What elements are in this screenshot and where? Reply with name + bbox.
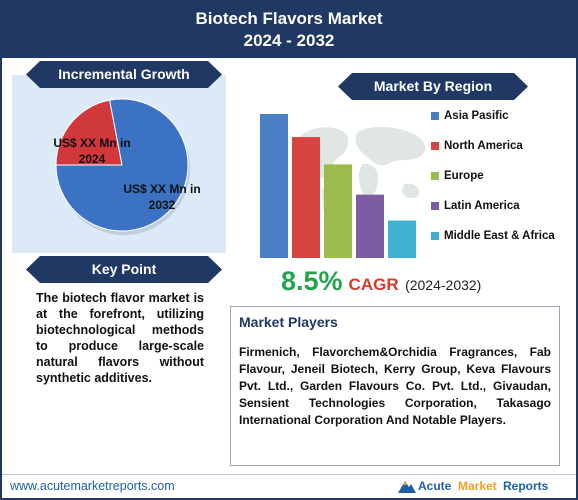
market-players-list: Firmenich, Flavorchem&Orchidia Fragrance… (239, 345, 551, 427)
bar-middle-east-africa (388, 220, 416, 258)
bar-asia-pasific (260, 114, 288, 258)
market-players-box: Market Players Firmenich, Flavorchem&Orc… (230, 306, 560, 466)
footer-website-link[interactable]: www.acutemarketreports.com (10, 479, 175, 493)
market-by-region-ribbon: Market By Region (338, 73, 528, 100)
header-banner: Biotech Flavors Market 2024 - 2032 (2, 2, 576, 58)
legend-label: Latin America (444, 200, 520, 212)
brand-market-text: Market (458, 479, 497, 493)
legend-swatch (431, 202, 439, 210)
cagr-years: (2024-2032) (405, 277, 482, 293)
cagr-value: 8.5% (281, 266, 343, 296)
legend-label: Middle East & Africa (444, 230, 555, 242)
brand-acute-text: Acute (418, 479, 452, 493)
bar-north-america (292, 137, 320, 258)
region-bar-chart (260, 114, 416, 258)
brand-mountain-icon (398, 481, 416, 493)
pie-label-2032: US$ XX Mn in 2032 (123, 182, 201, 212)
cagr-line: 8.5% CAGR (2024-2032) (281, 266, 521, 300)
pie-slice-2024 (55, 99, 123, 166)
legend-label: Europe (444, 170, 484, 182)
legend-swatch (431, 112, 439, 120)
legend-swatch (431, 232, 439, 240)
market-players-title: Market Players (239, 314, 338, 330)
legend-swatch (431, 172, 439, 180)
legend-label: Asia Pasific (444, 110, 509, 122)
bar-europe (324, 164, 352, 258)
legend-label: North America (444, 140, 523, 152)
page-title: Biotech Flavors Market (195, 9, 383, 28)
bar-latin-america (356, 194, 384, 258)
page-subtitle: 2024 - 2032 (243, 31, 335, 50)
key-point-ribbon: Key Point (26, 256, 222, 283)
incremental-growth-pie (55, 98, 190, 235)
key-point-text: The biotech flavor market is at the fore… (36, 291, 204, 385)
pie-slice-2032 (55, 98, 189, 232)
legend-swatch (431, 142, 439, 150)
cagr-label: CAGR (348, 275, 399, 294)
incremental-growth-ribbon: Incremental Growth (26, 61, 222, 88)
footer-divider (2, 474, 576, 475)
pie-label-2024: US$ XX Mn in 2024 (53, 136, 131, 166)
brand-reports-text: Reports (503, 479, 549, 493)
